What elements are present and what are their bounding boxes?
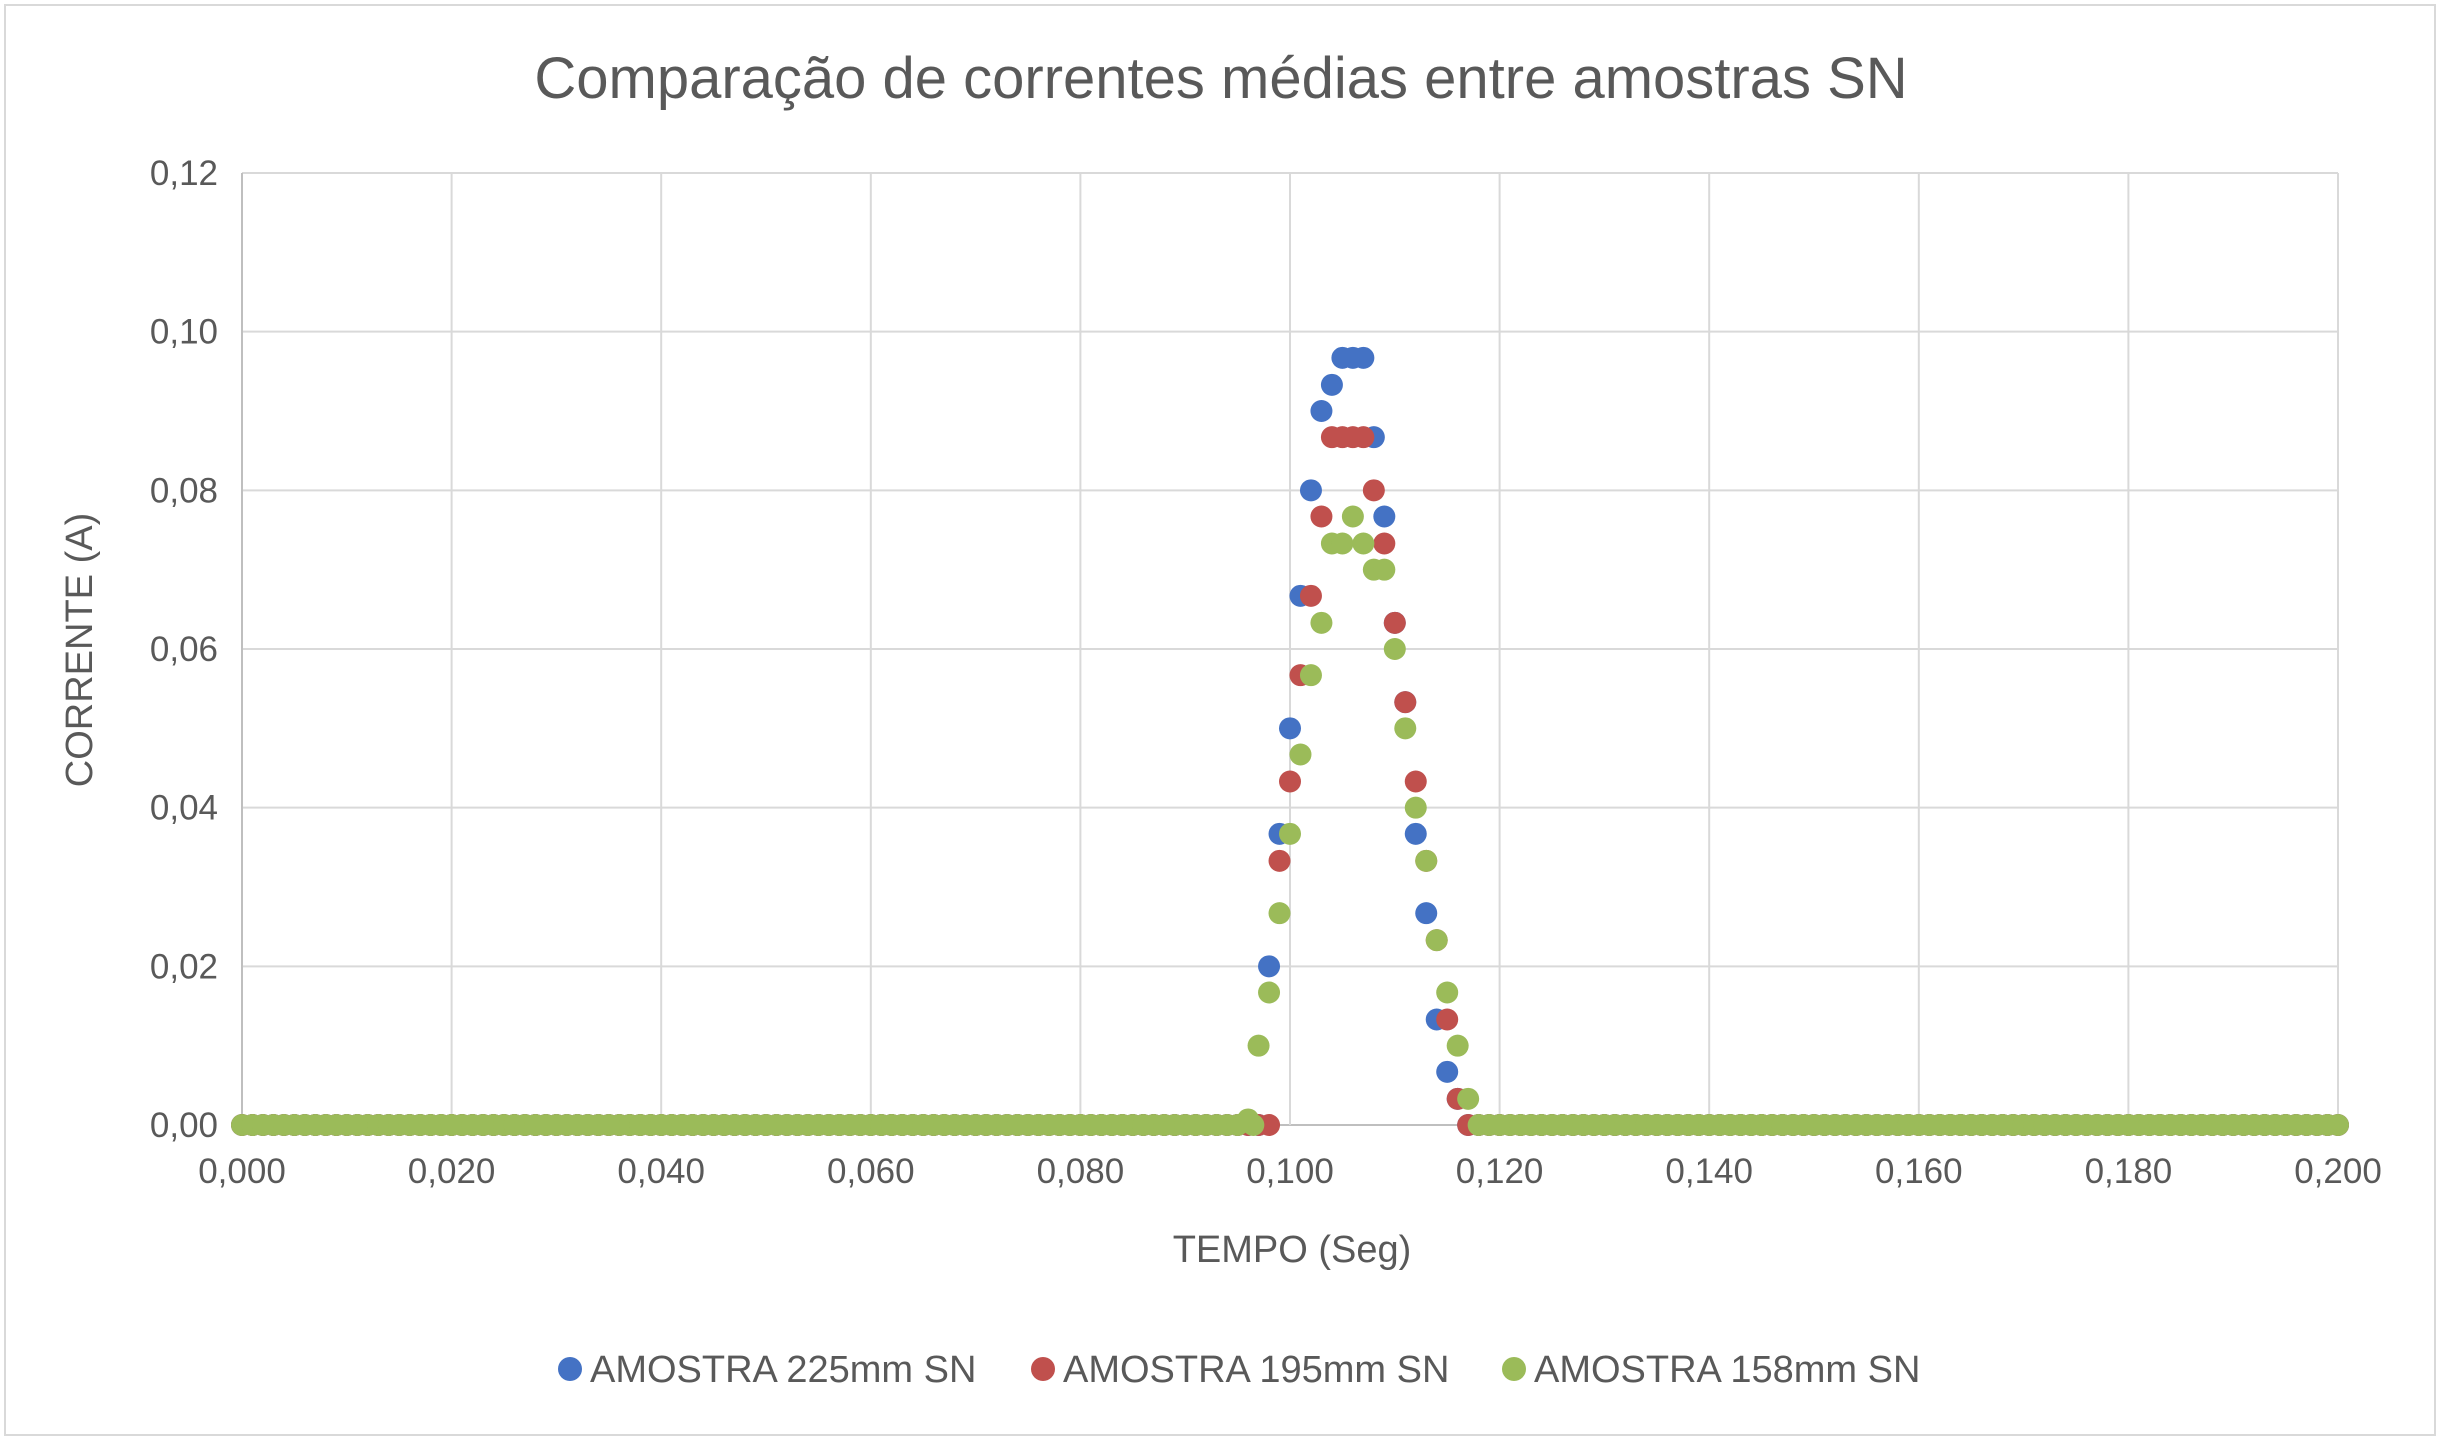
y-tick-label: 0,00: [150, 1106, 218, 1145]
y-tick-label: 0,02: [150, 947, 218, 986]
data-point: [1331, 532, 1354, 555]
data-point: [1383, 611, 1406, 634]
data-point: [1352, 426, 1375, 449]
legend-label: AMOSTRA 195mm SN: [1063, 1349, 1449, 1391]
y-tick-label: 0,12: [150, 154, 218, 193]
y-axis-title: CORRENTE (A): [59, 513, 101, 787]
legend: AMOSTRA 225mm SN AMOSTRA 195mm SN AMOSTRA …: [558, 1349, 1920, 1391]
data-point: [1352, 346, 1375, 369]
data-point: [1341, 505, 1364, 528]
data-point: [1226, 1114, 1249, 1136]
x-tick-label: 0,120: [1456, 1152, 1544, 1191]
data-point: [1268, 902, 1291, 925]
y-tick-label: 0,10: [150, 313, 218, 352]
data-point: [1279, 770, 1301, 793]
x-tick-label: 0,020: [408, 1152, 496, 1191]
x-tick-label: 0,200: [2294, 1152, 2382, 1191]
data-point: [1258, 981, 1281, 1004]
data-point: [1404, 770, 1427, 793]
data-point: [1289, 743, 1312, 766]
data-point: [1352, 532, 1375, 555]
y-axis-ticks: 0,00 0,02 0,04 0,06 0,08 0,10 0,12: [150, 154, 218, 1145]
x-axis-title: TEMPO (Seg): [1173, 1229, 1412, 1271]
data-point: [1310, 505, 1333, 528]
legend-label: AMOSTRA 158mm SN: [1534, 1349, 1920, 1391]
legend-marker: [1502, 1357, 1526, 1381]
data-point: [1268, 849, 1291, 872]
x-tick-label: 0,080: [1037, 1152, 1125, 1191]
x-tick-label: 0,180: [2085, 1152, 2173, 1191]
data-points: [231, 346, 2349, 1136]
x-tick-label: 0,000: [198, 1152, 286, 1191]
data-point: [1373, 558, 1396, 581]
data-point: [1415, 902, 1438, 925]
data-point: [2327, 1114, 2349, 1136]
y-tick-label: 0,06: [150, 630, 218, 669]
data-point: [1279, 717, 1301, 740]
data-point: [1394, 717, 1417, 740]
data-point: [1247, 1034, 1270, 1057]
data-point: [1436, 981, 1459, 1004]
chart-frame: [4, 4, 2436, 1436]
data-point: [1320, 373, 1343, 396]
data-point: [1299, 479, 1322, 502]
data-point: [1310, 400, 1333, 422]
data-point: [1394, 691, 1417, 714]
data-point: [1310, 611, 1333, 634]
data-point: [1404, 796, 1427, 819]
data-point: [1362, 479, 1385, 502]
data-point: [1425, 929, 1448, 952]
chart-title: Comparação de correntes médias entre amo…: [534, 46, 1907, 111]
x-tick-label: 0,140: [1665, 1152, 1753, 1191]
legend-marker: [558, 1357, 582, 1381]
legend-marker: [1031, 1357, 1055, 1381]
data-point: [1415, 849, 1438, 872]
data-point: [1436, 1008, 1459, 1031]
data-point: [1299, 584, 1322, 607]
gridlines: [241, 172, 2339, 1126]
data-point: [1436, 1060, 1459, 1083]
data-point: [1373, 532, 1396, 555]
legend-label: AMOSTRA 225mm SN: [590, 1349, 976, 1391]
data-point: [1299, 664, 1322, 687]
data-point: [1258, 1114, 1281, 1136]
data-point: [1242, 1114, 1265, 1136]
x-axis-ticks: 0,000 0,020 0,040 0,060 0,080 0,100 0,120 0,140…: [198, 1152, 2382, 1191]
data-point: [1258, 955, 1281, 978]
series-3: [231, 505, 2349, 1136]
y-tick-label: 0,08: [150, 471, 218, 510]
data-point: [1383, 638, 1406, 660]
x-tick-label: 0,160: [1875, 1152, 1963, 1191]
data-point: [1457, 1087, 1480, 1110]
x-tick-label: 0,060: [827, 1152, 915, 1191]
x-tick-label: 0,040: [617, 1152, 705, 1191]
data-point: [1279, 822, 1301, 845]
data-point: [1404, 822, 1427, 845]
data-point: [1373, 505, 1396, 528]
y-tick-label: 0,04: [150, 789, 218, 828]
data-point: [1446, 1034, 1469, 1057]
x-tick-label: 0,100: [1246, 1152, 1334, 1191]
